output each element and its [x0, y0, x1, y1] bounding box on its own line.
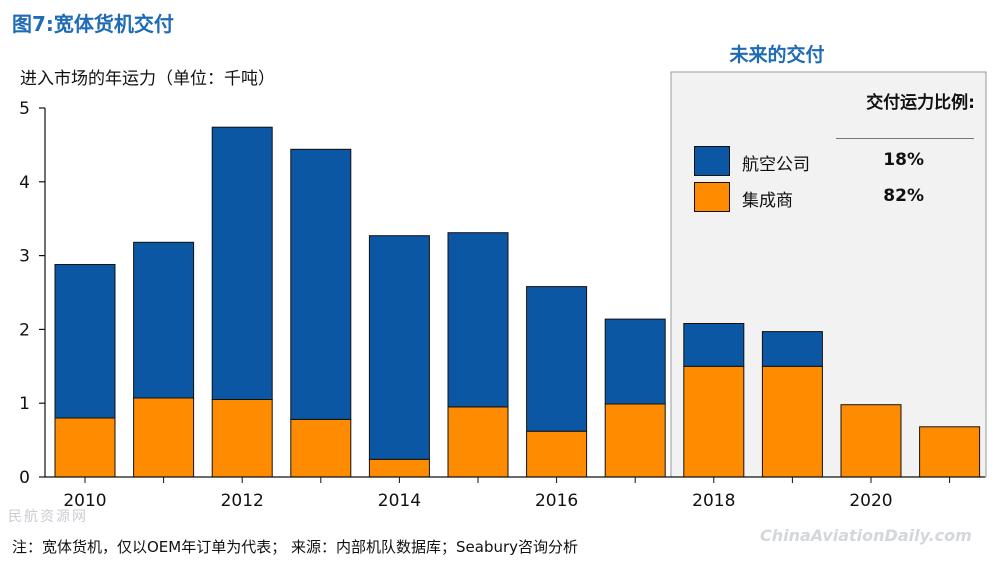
bar-integrator-2012 [211, 399, 273, 478]
bar-airline-2010 [54, 264, 116, 419]
legend-pct-airline: 18% [883, 150, 924, 170]
legend-label-airline: 航空公司 [742, 155, 810, 175]
y-tick-label-3: 3 [19, 247, 30, 267]
bar-airline-2013 [290, 148, 352, 420]
bar-airline-2016 [526, 286, 588, 432]
bar-airline-2015 [447, 232, 509, 408]
chart-title: 图7:宽体货机交付 [12, 12, 174, 36]
x-tick-label-2012: 2012 [221, 491, 264, 511]
y-tick-label-5: 5 [19, 99, 30, 119]
bar-airline-2017 [604, 318, 666, 405]
legend-label-integrator: 集成商 [742, 191, 793, 211]
watermark-left: 民航资源网 [8, 509, 88, 525]
bar-airline-2011 [133, 241, 195, 399]
bar-integrator-2011 [133, 397, 195, 478]
y-tick-label-0: 0 [19, 468, 30, 488]
y-tick-label-4: 4 [19, 173, 30, 193]
bar-integrator-2019 [761, 365, 823, 478]
legend-pct-integrator: 82% [883, 186, 924, 206]
bar-airline-2012 [211, 126, 273, 400]
x-tick-label-2014: 2014 [378, 491, 421, 511]
watermark-right: ChinaAviationDaily.com [760, 526, 972, 545]
legend-divider [836, 138, 974, 139]
x-tick-label-2020: 2020 [849, 491, 892, 511]
bar-integrator-2015 [447, 406, 509, 478]
x-tick-label-2018: 2018 [692, 491, 735, 511]
bar-airline-2018 [683, 323, 745, 367]
x-tick-label-2010: 2010 [63, 491, 106, 511]
y-tick-label-1: 1 [19, 394, 30, 414]
legend-swatch-airline [694, 146, 730, 176]
legend-title: 交付运力比例: [866, 93, 975, 113]
x-tick-label-2016: 2016 [535, 491, 578, 511]
bar-integrator-2010 [54, 417, 116, 478]
bar-airline-2014 [368, 235, 430, 460]
bar-integrator-2013 [290, 418, 352, 478]
bar-integrator-2016 [526, 430, 588, 478]
footnote: 注：宽体货机，仅以OEM年订单为代表； 来源：内部机队数据库；Seabury咨询… [12, 538, 579, 556]
bar-integrator-2021 [919, 426, 981, 478]
bar-integrator-2018 [683, 365, 745, 478]
bar-integrator-2020 [840, 404, 902, 478]
y-tick-label-2: 2 [19, 320, 30, 340]
bar-integrator-2014 [368, 458, 430, 478]
legend-swatch-integrator [694, 182, 730, 212]
bar-airline-2019 [761, 331, 823, 367]
future-region-label: 未来的交付 [729, 44, 825, 66]
y-axis-title: 进入市场的年运力（单位：千吨） [20, 69, 275, 89]
bar-integrator-2017 [604, 403, 666, 478]
